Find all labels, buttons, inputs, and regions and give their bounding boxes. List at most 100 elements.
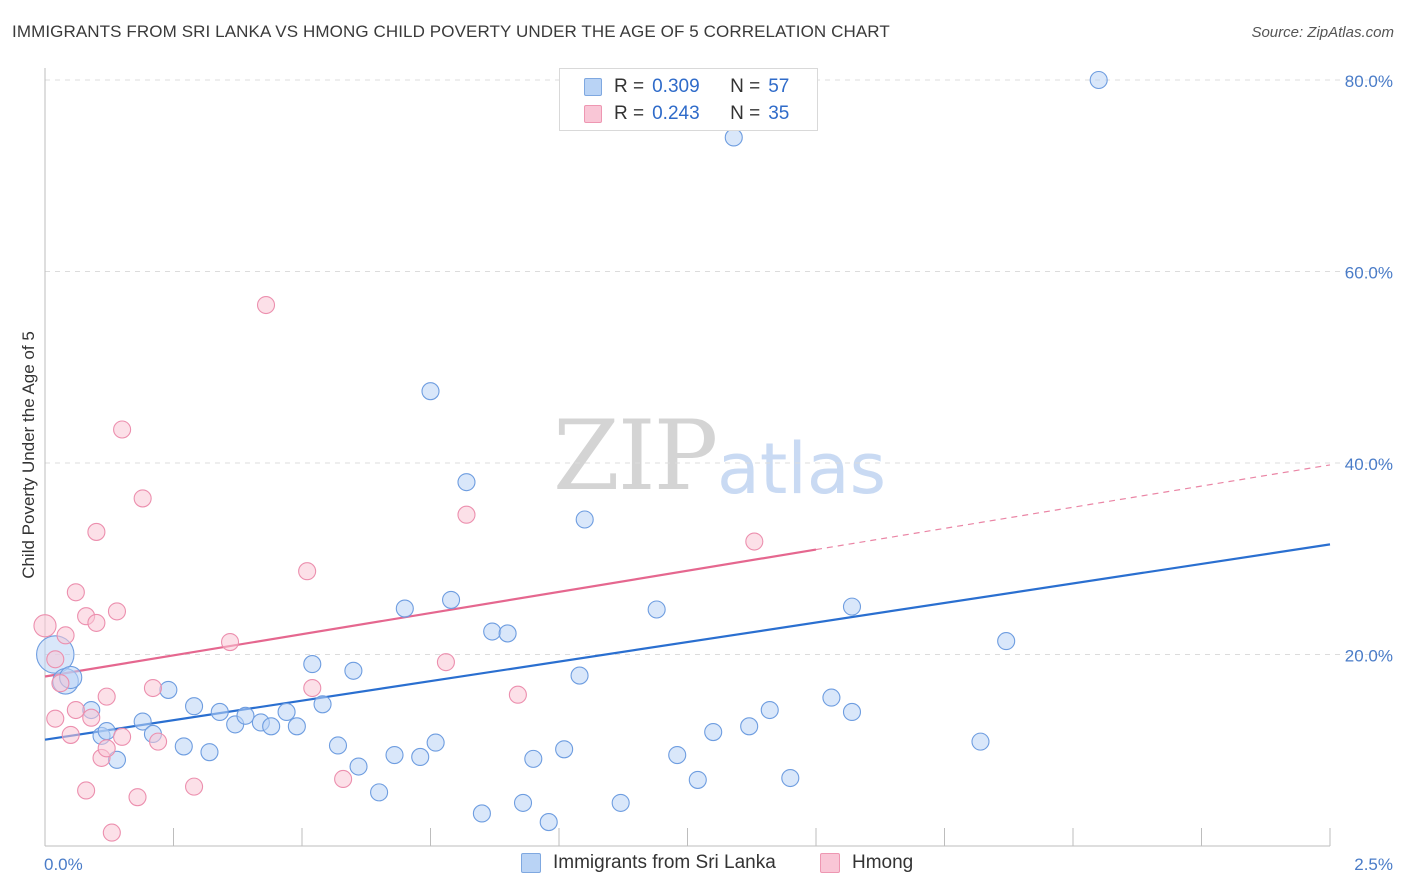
data-point-hmong <box>303 678 322 698</box>
source-label: Source: ZipAtlas.com <box>1251 24 1394 41</box>
data-point-sri-lanka <box>472 804 491 823</box>
data-point-hmong <box>56 626 75 645</box>
data-point-sri-lanka <box>570 666 589 685</box>
data-point-hmong <box>51 674 70 693</box>
legend-r-label: R = <box>614 103 645 124</box>
y-tick-label: 20.0% <box>1345 647 1393 666</box>
data-point-sri-lanka <box>174 737 193 756</box>
data-point-hmong <box>33 614 57 638</box>
trend-line <box>44 548 817 678</box>
data-point-hmong <box>46 709 65 728</box>
legend-row-sri-lanka: R = 0.309 N = 57 <box>584 75 789 99</box>
data-point-hmong <box>87 613 106 632</box>
legend-n-value: 35 <box>768 103 790 124</box>
data-point-sri-lanka <box>421 382 440 401</box>
data-point-hmong <box>745 532 764 551</box>
legend-label-sri-lanka: Immigrants from Sri Lanka <box>553 852 776 873</box>
data-point-sri-lanka <box>236 706 255 725</box>
legend-n-label: N = <box>730 76 761 97</box>
data-point-sri-lanka <box>133 712 152 731</box>
data-point-sri-lanka <box>313 695 332 714</box>
data-point-sri-lanka <box>555 740 574 759</box>
y-tick-label: 80.0% <box>1345 72 1393 91</box>
data-point-hmong <box>436 653 455 672</box>
legend-item-sri-lanka: Immigrants from Sri Lanka <box>521 852 776 874</box>
data-point-sri-lanka <box>97 722 116 741</box>
data-point-sri-lanka <box>513 793 533 812</box>
data-point-sri-lanka <box>426 733 445 752</box>
data-point-hmong <box>113 727 132 746</box>
trend-layer <box>44 464 1331 741</box>
data-point-sri-lanka <box>822 688 841 707</box>
data-point-sri-lanka <box>303 655 322 674</box>
chart-title: IMMIGRANTS FROM SRI LANKA VS HMONG CHILD… <box>12 22 890 41</box>
data-point-hmong <box>66 583 85 602</box>
data-point-sri-lanka <box>344 661 363 680</box>
data-point-sri-lanka <box>539 813 558 832</box>
data-point-sri-lanka <box>442 590 461 609</box>
legend-r-value: 0.309 <box>652 76 700 97</box>
data-point-hmong <box>46 650 65 669</box>
data-point-sri-lanka <box>842 597 862 616</box>
axis-layer <box>44 68 1331 847</box>
data-point-hmong <box>77 781 96 800</box>
legend-swatch-pink <box>584 105 602 123</box>
data-point-hmong <box>128 788 147 807</box>
data-point-hmong <box>185 777 204 796</box>
trend-line-extension <box>815 464 1331 551</box>
legend-row-hmong: R = 0.243 N = 35 <box>584 102 789 126</box>
data-point-sri-lanka <box>411 747 430 767</box>
data-point-sri-lanka <box>185 697 204 716</box>
legend-swatch-pink <box>820 853 840 873</box>
data-point-sri-lanka <box>997 632 1016 651</box>
data-point-hmong <box>82 708 101 727</box>
data-point-sri-lanka <box>524 749 543 768</box>
data-point-sri-lanka <box>760 700 779 720</box>
x-tick-label: 0.0% <box>44 855 83 874</box>
data-point-sri-lanka <box>328 736 348 755</box>
data-point-hmong <box>97 739 116 758</box>
data-point-sri-lanka <box>688 770 707 789</box>
data-point-sri-lanka <box>1089 70 1108 90</box>
data-point-sri-lanka <box>842 702 862 722</box>
data-point-hmong <box>143 678 162 698</box>
data-point-sri-lanka <box>395 599 414 618</box>
data-point-sri-lanka <box>457 473 476 492</box>
data-point-sri-lanka <box>210 702 229 722</box>
data-point-sri-lanka <box>575 510 594 529</box>
data-point-sri-lanka <box>668 745 687 765</box>
data-point-hmong <box>66 700 85 720</box>
data-point-hmong <box>256 295 276 315</box>
data-point-hmong <box>149 732 168 751</box>
data-point-sri-lanka <box>483 622 502 641</box>
data-point-sri-lanka <box>287 717 306 736</box>
legend-r-value: 0.243 <box>652 103 700 124</box>
data-point-sri-lanka <box>611 793 630 812</box>
data-point-sri-lanka <box>370 783 389 802</box>
data-point-sri-lanka <box>740 717 759 736</box>
legend-swatch-blue <box>584 78 602 96</box>
data-point-hmong <box>87 522 106 541</box>
data-point-sri-lanka <box>262 717 281 736</box>
data-point-hmong <box>102 823 121 842</box>
data-point-hmong <box>457 505 476 524</box>
y-tick-label: 40.0% <box>1345 455 1393 474</box>
label-layer: 20.0% 40.0% 60.0% 80.0% 0.0% 2.5% Child Povert… <box>19 72 1393 874</box>
data-point-sri-lanka <box>724 128 743 147</box>
data-point-hmong <box>220 633 240 652</box>
data-point-hmong <box>97 687 116 706</box>
grid-layer <box>45 79 1392 655</box>
data-point-hmong <box>113 420 132 439</box>
y-axis-label: Child Poverty Under the Age of 5 <box>19 331 38 579</box>
legend-n-label: N = <box>730 103 761 124</box>
data-point-sri-lanka <box>498 624 517 643</box>
watermark-atlas: atlas <box>717 428 887 510</box>
correlation-legend: R = 0.309 N = 57 R = 0.243 N = 35 <box>559 68 818 131</box>
watermark-zip: ZIP <box>553 400 718 512</box>
data-point-sri-lanka <box>385 745 404 765</box>
data-point-sri-lanka <box>647 600 666 619</box>
legend-label-hmong: Hmong <box>852 852 914 873</box>
data-point-sri-lanka <box>159 680 178 699</box>
data-point-sri-lanka <box>200 743 219 762</box>
